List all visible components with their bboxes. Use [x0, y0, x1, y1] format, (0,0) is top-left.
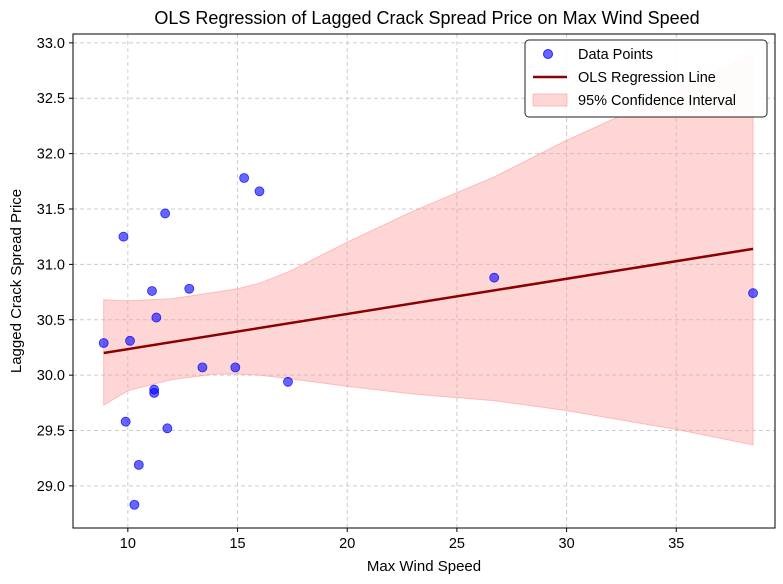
data-point — [162, 423, 173, 434]
x-tick-label: 15 — [229, 536, 245, 552]
data-point — [133, 459, 144, 470]
ols-regression-line — [103, 247, 754, 355]
y-tick-label: 29.5 — [37, 424, 65, 440]
data-point — [748, 288, 758, 299]
confidence-band — [103, 53, 754, 446]
data-point — [197, 362, 208, 373]
data-point — [149, 384, 160, 395]
legend-box — [524, 39, 768, 118]
legend: Data Points OLS Regression Line 95% Conf… — [524, 39, 768, 118]
y-axis-ticks: 29.0 29.5 30.0 30.5 31.0 31.5 32.0 32.5 33.0 — [37, 36, 73, 495]
data-point — [120, 416, 131, 427]
data-point — [147, 286, 157, 296]
data-point — [184, 283, 195, 294]
y-tick-label: 29.0 — [37, 479, 65, 495]
x-axis-title: Max Wind Speed — [367, 558, 481, 575]
x-tick-label: 10 — [120, 536, 136, 552]
data-point — [239, 173, 250, 183]
data-point — [98, 338, 109, 348]
legend-label-data-points: Data Points — [578, 47, 653, 63]
y-tick-label: 32.5 — [37, 91, 65, 107]
x-axis-ticks: 10 15 20 25 30 35 — [120, 528, 684, 552]
data-point — [151, 312, 162, 323]
data-points-layer — [98, 173, 758, 510]
y-tick-label: 32.0 — [37, 147, 65, 163]
x-tick-label: 25 — [449, 536, 465, 552]
y-tick-label: 33.0 — [37, 36, 65, 52]
data-point — [230, 362, 241, 373]
data-point — [254, 186, 265, 197]
legend-marker-data-points — [543, 49, 553, 59]
plot-frame — [72, 33, 776, 529]
data-point — [283, 376, 293, 387]
y-tick-label: 30.5 — [37, 313, 65, 329]
data-point — [125, 335, 135, 346]
legend-label-regression-line: OLS Regression Line — [578, 70, 716, 86]
y-tick-label: 31.5 — [37, 202, 65, 218]
legend-label-confidence-interval: 95% Confidence Interval — [578, 93, 736, 109]
y-tick-label: 31.0 — [37, 257, 65, 273]
data-point — [118, 231, 129, 242]
confidence-band-layer — [103, 53, 754, 446]
y-axis-title: Lagged Crack Spread Price — [8, 189, 25, 373]
chart-title: OLS Regression of Lagged Crack Spread Pr… — [154, 8, 699, 28]
legend-marker-confidence-interval — [532, 93, 568, 107]
y-tick-label: 30.0 — [37, 368, 65, 384]
x-tick-label: 35 — [668, 536, 684, 552]
x-tick-label: 20 — [339, 536, 355, 552]
data-point — [129, 499, 140, 510]
x-tick-label: 30 — [559, 536, 575, 552]
data-point — [489, 272, 500, 283]
data-point — [160, 208, 171, 219]
regression-line-layer — [103, 247, 754, 355]
